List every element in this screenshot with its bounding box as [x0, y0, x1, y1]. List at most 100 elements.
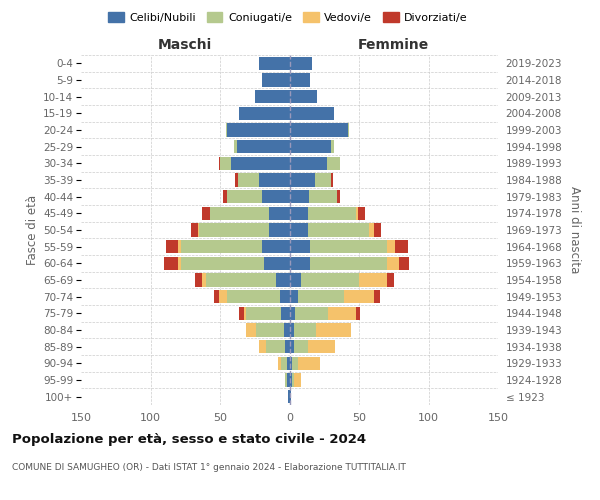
Bar [316, 324, 350, 336]
Bar [262, 74, 290, 86]
Bar [387, 256, 400, 270]
Bar [287, 374, 290, 386]
Bar [278, 356, 281, 370]
Y-axis label: Anni di nascita: Anni di nascita [568, 186, 581, 274]
Bar [269, 206, 290, 220]
Bar [227, 290, 280, 304]
Bar [310, 240, 387, 254]
Bar [290, 390, 291, 404]
Bar [293, 340, 308, 353]
Bar [314, 174, 331, 186]
Bar [348, 124, 349, 136]
Bar [356, 206, 358, 220]
Bar [259, 174, 290, 186]
Bar [247, 306, 281, 320]
Bar [284, 324, 290, 336]
Bar [218, 156, 220, 170]
Bar [181, 256, 265, 270]
Bar [256, 324, 284, 336]
Bar [223, 190, 227, 203]
Bar [290, 124, 348, 136]
Bar [337, 190, 340, 203]
Legend: Celibi/Nubili, Coniugati/e, Vedovi/e, Divorziati/e: Celibi/Nubili, Coniugati/e, Vedovi/e, Di… [104, 8, 472, 28]
Text: Popolazione per età, sesso e stato civile - 2024: Popolazione per età, sesso e stato civil… [12, 432, 366, 446]
Bar [308, 224, 369, 236]
Bar [310, 256, 387, 270]
Bar [199, 224, 269, 236]
Bar [292, 356, 298, 370]
Bar [166, 240, 178, 254]
Bar [202, 206, 210, 220]
Bar [247, 324, 256, 336]
Bar [290, 290, 298, 304]
Bar [395, 240, 407, 254]
Bar [290, 256, 310, 270]
Bar [290, 374, 292, 386]
Bar [236, 140, 290, 153]
Bar [374, 224, 381, 236]
Bar [356, 306, 361, 320]
Bar [290, 224, 308, 236]
Bar [244, 306, 247, 320]
Bar [288, 390, 290, 404]
Bar [344, 290, 374, 304]
Bar [287, 356, 290, 370]
Bar [262, 190, 290, 203]
Bar [239, 106, 290, 120]
Bar [265, 256, 290, 270]
Bar [266, 340, 286, 353]
Bar [290, 106, 334, 120]
Bar [290, 240, 310, 254]
Bar [374, 290, 380, 304]
Bar [290, 306, 295, 320]
Bar [259, 340, 266, 353]
Bar [226, 124, 227, 136]
Bar [178, 240, 181, 254]
Bar [218, 290, 227, 304]
Bar [309, 190, 337, 203]
Bar [290, 56, 312, 70]
Bar [290, 274, 301, 286]
Bar [298, 290, 344, 304]
Bar [331, 174, 332, 186]
Bar [293, 324, 316, 336]
Bar [262, 240, 290, 254]
Bar [195, 274, 202, 286]
Bar [275, 274, 290, 286]
Bar [234, 140, 236, 153]
Bar [387, 274, 394, 286]
Bar [220, 156, 231, 170]
Bar [238, 174, 259, 186]
Bar [308, 340, 335, 353]
Bar [290, 206, 308, 220]
Text: Maschi: Maschi [158, 38, 212, 52]
Bar [198, 224, 199, 236]
Bar [298, 356, 320, 370]
Bar [281, 306, 290, 320]
Bar [358, 206, 365, 220]
Bar [181, 240, 262, 254]
Bar [178, 256, 181, 270]
Bar [331, 140, 334, 153]
Bar [259, 56, 290, 70]
Text: Femmine: Femmine [358, 38, 430, 52]
Bar [290, 190, 309, 203]
Bar [290, 90, 317, 104]
Bar [387, 240, 395, 254]
Bar [164, 256, 178, 270]
Bar [290, 174, 314, 186]
Bar [227, 124, 290, 136]
Bar [231, 156, 290, 170]
Bar [280, 290, 290, 304]
Bar [327, 156, 340, 170]
Y-axis label: Fasce di età: Fasce di età [26, 195, 39, 265]
Bar [202, 274, 206, 286]
Bar [239, 306, 244, 320]
Bar [235, 174, 238, 186]
Bar [293, 374, 301, 386]
Bar [369, 224, 374, 236]
Bar [286, 340, 290, 353]
Bar [308, 206, 356, 220]
Bar [328, 306, 356, 320]
Bar [290, 156, 327, 170]
